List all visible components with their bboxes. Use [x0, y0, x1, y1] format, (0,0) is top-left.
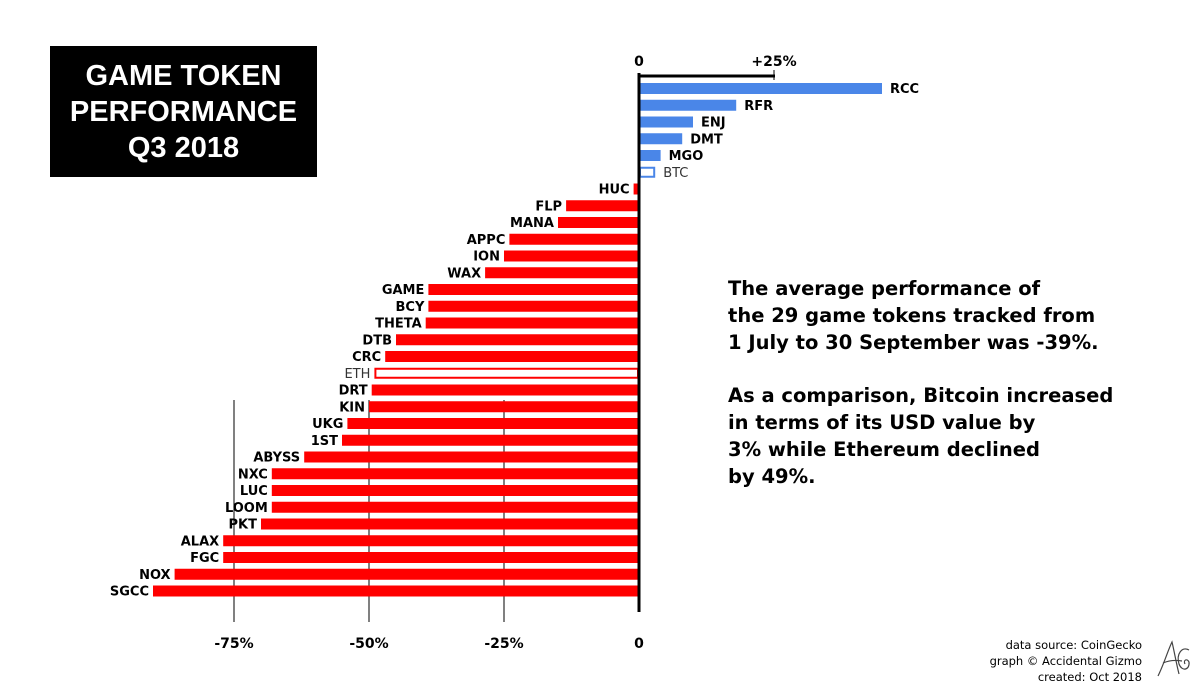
- bar-nox: [174, 568, 639, 580]
- bar-label-appc: APPC: [467, 233, 506, 248]
- bar-label-theta: THETA: [375, 317, 422, 332]
- bar-eth: [374, 367, 639, 379]
- bottom-tick-label-1: -50%: [349, 636, 388, 652]
- bar-label-rcc: RCC: [890, 82, 919, 97]
- bar-label-drt: DRT: [339, 384, 368, 399]
- bar-crc: [385, 351, 639, 362]
- created-date: created: Oct 2018: [1037, 670, 1142, 684]
- chart-title-line-1: GAME TOKEN: [85, 59, 282, 92]
- bar-ion: [504, 250, 639, 262]
- bar-pkt: [261, 518, 639, 530]
- bar-wax: [485, 267, 639, 279]
- bar-huc: [633, 183, 639, 195]
- bar-1st: [342, 434, 639, 446]
- bar-mana: [558, 217, 639, 228]
- bar-kin: [369, 401, 639, 413]
- bar-label-eth: ETH: [344, 367, 370, 382]
- bar-label-huc: HUC: [599, 183, 630, 198]
- bar-dtb: [396, 334, 639, 346]
- bar-enj: [639, 116, 693, 128]
- bar-label-dmt: DMT: [690, 132, 723, 147]
- bar-bcy: [428, 300, 639, 312]
- data-source-credit: data source: CoinGecko: [1005, 638, 1142, 652]
- summary-text: The average performance of the 29 game t…: [728, 275, 1168, 490]
- bar-label-flp: FLP: [535, 199, 562, 214]
- bottom-tick-label-2: -25%: [484, 636, 523, 652]
- bar-label-mana: MANA: [510, 216, 554, 231]
- summary-paragraph-1: The average performance of the 29 game t…: [728, 277, 1099, 354]
- bar-label-ion: ION: [473, 250, 500, 265]
- bar-flp: [566, 200, 639, 212]
- bar-rcc: [639, 83, 882, 94]
- bar-loom: [271, 501, 639, 513]
- bar-label-mgo: MGO: [669, 149, 704, 164]
- bar-fgc: [223, 552, 639, 563]
- top-tick-label-1: +25%: [751, 54, 796, 70]
- bar-luc: [271, 485, 639, 496]
- bar-label-game: GAME: [382, 283, 425, 298]
- bar-label-nox: NOX: [139, 568, 171, 583]
- bar-label-pkt: PKT: [229, 518, 258, 533]
- chart-title-box: GAME TOKEN PERFORMANCE Q3 2018: [50, 46, 317, 177]
- bar-alax: [223, 535, 639, 547]
- bar-btc: [639, 166, 656, 178]
- bar-label-loom: LOOM: [225, 501, 268, 516]
- bar-sgcc: [153, 585, 639, 597]
- bar-drt: [371, 384, 639, 396]
- bottom-tick-label-0: -75%: [214, 636, 253, 652]
- bottom-tick-label-3: 0: [634, 636, 644, 652]
- graph-credit: graph © Accidental Gizmo: [989, 654, 1142, 668]
- bar-label-dtb: DTB: [362, 333, 392, 348]
- bar-game: [428, 284, 639, 295]
- bar-label-abyss: ABYSS: [253, 451, 300, 466]
- bar-label-nxc: NXC: [238, 467, 268, 482]
- bar-label-alax: ALAX: [181, 534, 219, 549]
- chart-title-line-2: PERFORMANCE: [69, 95, 298, 128]
- bar-nxc: [271, 468, 639, 480]
- bar-abyss: [304, 451, 639, 463]
- signature-logo: [1157, 640, 1190, 677]
- bar-theta: [425, 317, 639, 329]
- bar-label-luc: LUC: [240, 484, 268, 499]
- bar-label-fgc: FGC: [190, 551, 219, 566]
- bar-label-ukg: UKG: [312, 417, 343, 432]
- bar-ukg: [347, 418, 639, 429]
- chart-title-line-3: Q3 2018: [127, 131, 240, 164]
- bar-label-wax: WAX: [447, 266, 481, 281]
- bar-label-1st: 1ST: [311, 434, 338, 449]
- bar-label-btc: BTC: [663, 166, 688, 181]
- top-tick-label-0: 0: [634, 54, 644, 70]
- bar-appc: [509, 233, 639, 245]
- credits: data source: CoinGecko graph © Accidenta…: [990, 637, 1142, 685]
- bar-dmt: [639, 133, 683, 145]
- bar-label-crc: CRC: [352, 350, 381, 365]
- bar-label-bcy: BCY: [396, 300, 425, 315]
- bar-label-kin: KIN: [339, 400, 365, 415]
- bar-rfr: [639, 99, 737, 111]
- bar-label-sgcc: SGCC: [110, 585, 149, 600]
- bar-mgo: [639, 150, 661, 161]
- summary-paragraph-2: As a comparison, Bitcoin increased in te…: [728, 384, 1114, 488]
- bar-label-rfr: RFR: [744, 99, 773, 114]
- bar-label-enj: ENJ: [701, 116, 726, 131]
